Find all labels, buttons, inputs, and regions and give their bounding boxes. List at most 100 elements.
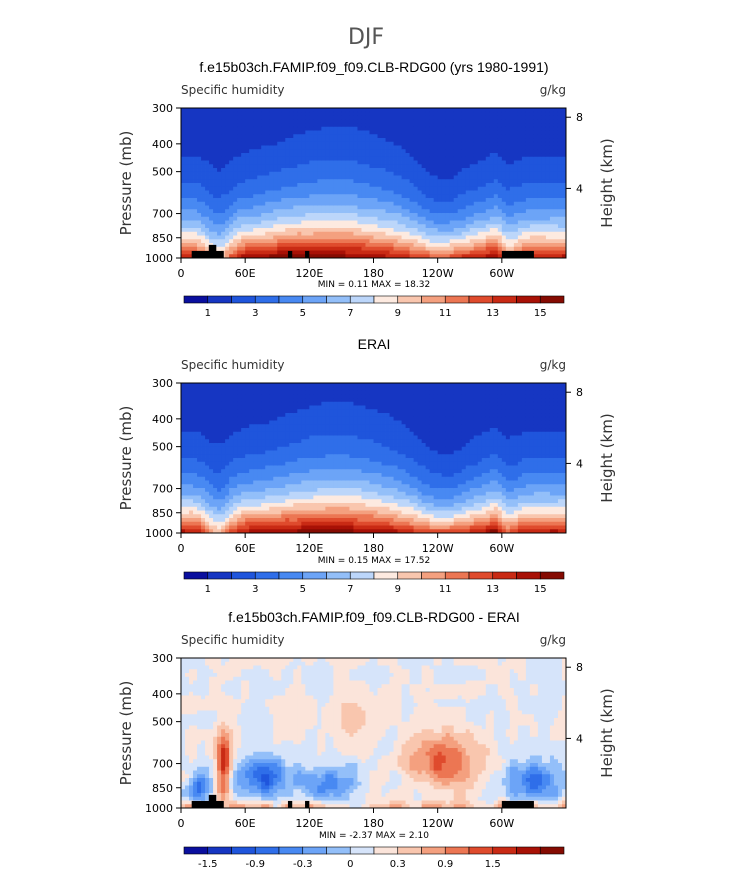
heatmap-cell xyxy=(321,153,326,158)
heatmap-cell xyxy=(253,390,258,395)
heatmap-cell xyxy=(509,183,515,188)
heatmap-cell xyxy=(493,149,499,154)
heatmap-cell xyxy=(525,179,531,184)
heatmap-cell xyxy=(461,239,467,244)
heatmap-cell xyxy=(561,183,567,188)
heatmap-cell xyxy=(373,164,378,169)
heatmap-cell xyxy=(213,484,218,489)
heatmap-cell xyxy=(201,115,206,120)
heatmap-cell xyxy=(437,190,443,195)
heatmap-cell xyxy=(209,443,214,448)
heatmap-cell xyxy=(205,168,210,173)
heatmap-cell xyxy=(265,491,270,496)
heatmap-cell xyxy=(453,164,459,169)
heatmap-cell xyxy=(369,228,374,233)
heatmap-cell xyxy=(237,416,242,421)
heatmap-cell xyxy=(193,514,198,519)
heatmap-cell xyxy=(317,160,322,165)
heatmap-cell xyxy=(485,194,491,199)
heatmap-cell xyxy=(397,235,402,240)
heatmap-cell xyxy=(197,134,202,139)
heatmap-cell xyxy=(557,231,563,236)
heatmap-cell xyxy=(557,239,563,244)
heatmap-cell xyxy=(553,205,559,210)
heatmap-cell xyxy=(273,510,278,515)
heatmap-cell xyxy=(369,130,374,135)
heatmap-cell xyxy=(357,123,362,128)
heatmap-cell xyxy=(185,405,190,410)
heatmap-cell xyxy=(249,246,254,251)
heatmap-cell xyxy=(265,473,270,478)
heatmap-cell xyxy=(501,164,507,169)
heatmap-cell xyxy=(277,149,282,154)
heatmap-cell xyxy=(453,198,459,203)
heatmap-cell xyxy=(401,216,406,221)
heatmap-cell xyxy=(541,111,547,116)
heatmap-cell xyxy=(349,160,354,165)
heatmap-cell xyxy=(309,190,314,195)
heatmap-cell xyxy=(357,168,362,173)
heatmap-cell xyxy=(241,231,246,236)
heatmap-cell xyxy=(241,149,246,154)
heatmap-cell xyxy=(537,134,543,139)
heatmap-cell xyxy=(229,428,234,433)
heatmap-cell xyxy=(369,246,374,251)
heatmap-cell xyxy=(269,401,274,406)
heatmap-cell xyxy=(409,164,414,169)
heatmap-cell xyxy=(181,108,186,113)
heatmap-cell xyxy=(417,126,423,131)
heatmap-cell xyxy=(269,183,274,188)
heatmap-cell xyxy=(521,156,527,161)
heatmap-cell xyxy=(205,439,210,444)
heatmap-cell xyxy=(445,186,451,191)
heatmap-cell xyxy=(273,428,278,433)
heatmap-cell xyxy=(549,126,555,131)
heatmap-cell xyxy=(261,525,266,530)
heatmap-cell xyxy=(197,435,202,440)
heatmap-cell xyxy=(481,160,487,165)
heatmap-cell xyxy=(497,246,503,251)
heatmap-cell xyxy=(201,416,206,421)
heatmap-cell xyxy=(225,473,230,478)
heatmap-cell xyxy=(257,160,262,165)
heatmap-cell xyxy=(465,175,471,180)
heatmap-cell xyxy=(385,123,390,128)
heatmap-cell xyxy=(265,213,270,218)
heatmap-cell xyxy=(365,254,370,259)
heatmap-cell xyxy=(273,431,278,436)
heatmap-cell xyxy=(413,201,419,206)
heatmap-cell xyxy=(257,220,262,225)
heatmap-cell xyxy=(257,503,262,508)
heatmap-cell xyxy=(461,171,467,176)
heatmap-cell xyxy=(185,220,190,225)
heatmap-cell xyxy=(245,119,250,124)
heatmap-cell xyxy=(229,450,234,455)
heatmap-cell xyxy=(185,198,190,203)
heatmap-cell xyxy=(269,216,274,221)
heatmap-cell xyxy=(489,250,495,255)
heatmap-cell xyxy=(181,153,186,158)
heatmap-cell xyxy=(337,213,342,218)
heatmap-cell xyxy=(193,446,198,451)
heatmap-cell xyxy=(181,476,186,481)
heatmap-cell xyxy=(417,190,423,195)
heatmap-cell xyxy=(281,469,286,474)
heatmap-cell xyxy=(489,126,495,131)
heatmap-cell xyxy=(233,416,238,421)
heatmap-cell xyxy=(189,480,194,485)
heatmap-cell xyxy=(493,108,499,113)
heatmap-cell xyxy=(393,126,398,131)
heatmap-cell xyxy=(373,141,378,146)
heatmap-cell xyxy=(229,518,234,523)
heatmap-cell xyxy=(265,246,270,251)
heatmap-cell xyxy=(505,235,511,240)
heatmap-cell xyxy=(541,190,547,195)
heatmap-cell xyxy=(409,224,414,229)
colorbar-swatch xyxy=(492,295,517,304)
heatmap-cell xyxy=(197,111,202,116)
heatmap-cell xyxy=(181,239,186,244)
heatmap-cell xyxy=(205,224,210,229)
heatmap-cell xyxy=(189,394,194,399)
heatmap-cell xyxy=(265,179,270,184)
heatmap-cell xyxy=(545,198,551,203)
